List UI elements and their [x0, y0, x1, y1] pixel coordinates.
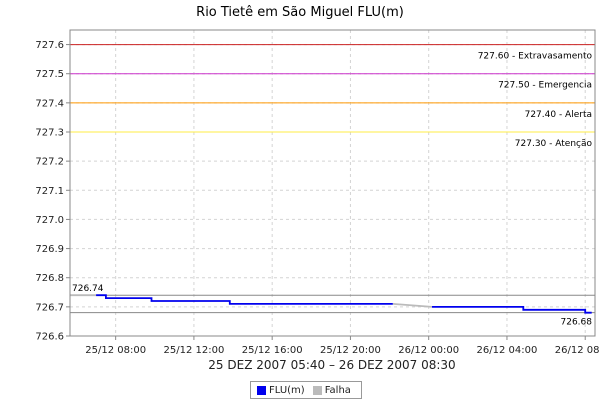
legend-item: FLU(m): [255, 385, 305, 396]
x-tick-label: 25/12 20:00: [320, 345, 381, 356]
x-axis-label: 25 DEZ 2007 05:40 – 26 DEZ 2007 08:30: [208, 358, 455, 372]
x-tick-label: 26/12 04:00: [477, 345, 538, 356]
grid: [70, 30, 595, 337]
legend-swatch: [312, 385, 322, 395]
x-tick-label: 25/12 12:00: [163, 345, 224, 356]
x-tick-label: 25/12 08:00: [85, 345, 146, 356]
y-tick-label: 726.8: [35, 273, 64, 284]
y-tick-label: 727.6: [35, 40, 64, 51]
y-tick-label: 727.0: [35, 215, 64, 226]
y-tick-label: 727.3: [35, 128, 64, 139]
reference-label: 726.74: [72, 284, 104, 294]
x-tick-label: 25/12 16:00: [242, 345, 303, 356]
series-group: [70, 294, 592, 314]
threshold-label: 727.40 - Alerta: [525, 110, 592, 120]
y-tick-label: 726.7: [35, 302, 64, 313]
y-tick-label: 726.9: [35, 244, 64, 255]
plot-border: [69, 29, 596, 337]
series-line: [392, 303, 433, 308]
legend-swatch: [257, 385, 266, 395]
threshold-lines: 727.60 - Extravasamento 727.50 - Emergenc…: [70, 44, 595, 149]
legend: FLU(m) Falha: [250, 381, 362, 399]
threshold-label: 727.30 - Atenção: [515, 139, 593, 149]
series-line: [96, 294, 393, 305]
x-tick-label: 26/12 00:00: [398, 345, 459, 356]
series-line: [432, 305, 592, 314]
x-axis: 25/12 08:00 25/12 12:00 25/12 16:00 25/12 2…: [85, 336, 600, 356]
legend-item: Falha: [311, 385, 351, 396]
y-tick-label: 727.4: [35, 98, 64, 109]
threshold-label: 727.60 - Extravasamento: [478, 52, 593, 62]
threshold-label: 727.50 - Emergencia: [498, 81, 592, 91]
y-tick-label: 726.6: [35, 332, 64, 343]
y-tick-label: 727.2: [35, 157, 64, 168]
chart-title: Rio Tietê em São Miguel FLU(m): [196, 5, 404, 20]
reference-label: 726.68: [561, 318, 593, 328]
legend-label: FLU(m): [269, 384, 305, 396]
y-axis: 727.6 727.5 727.4 727.3 727.2 727.1 727.0 726.9…: [35, 40, 70, 343]
y-tick-label: 727.1: [35, 186, 64, 197]
reference-lines: 726.74 726.68: [70, 284, 595, 328]
x-tick-label: 26/12 08:00: [555, 345, 600, 356]
y-tick-label: 727.5: [35, 69, 64, 80]
legend-label: Falha: [324, 384, 351, 396]
